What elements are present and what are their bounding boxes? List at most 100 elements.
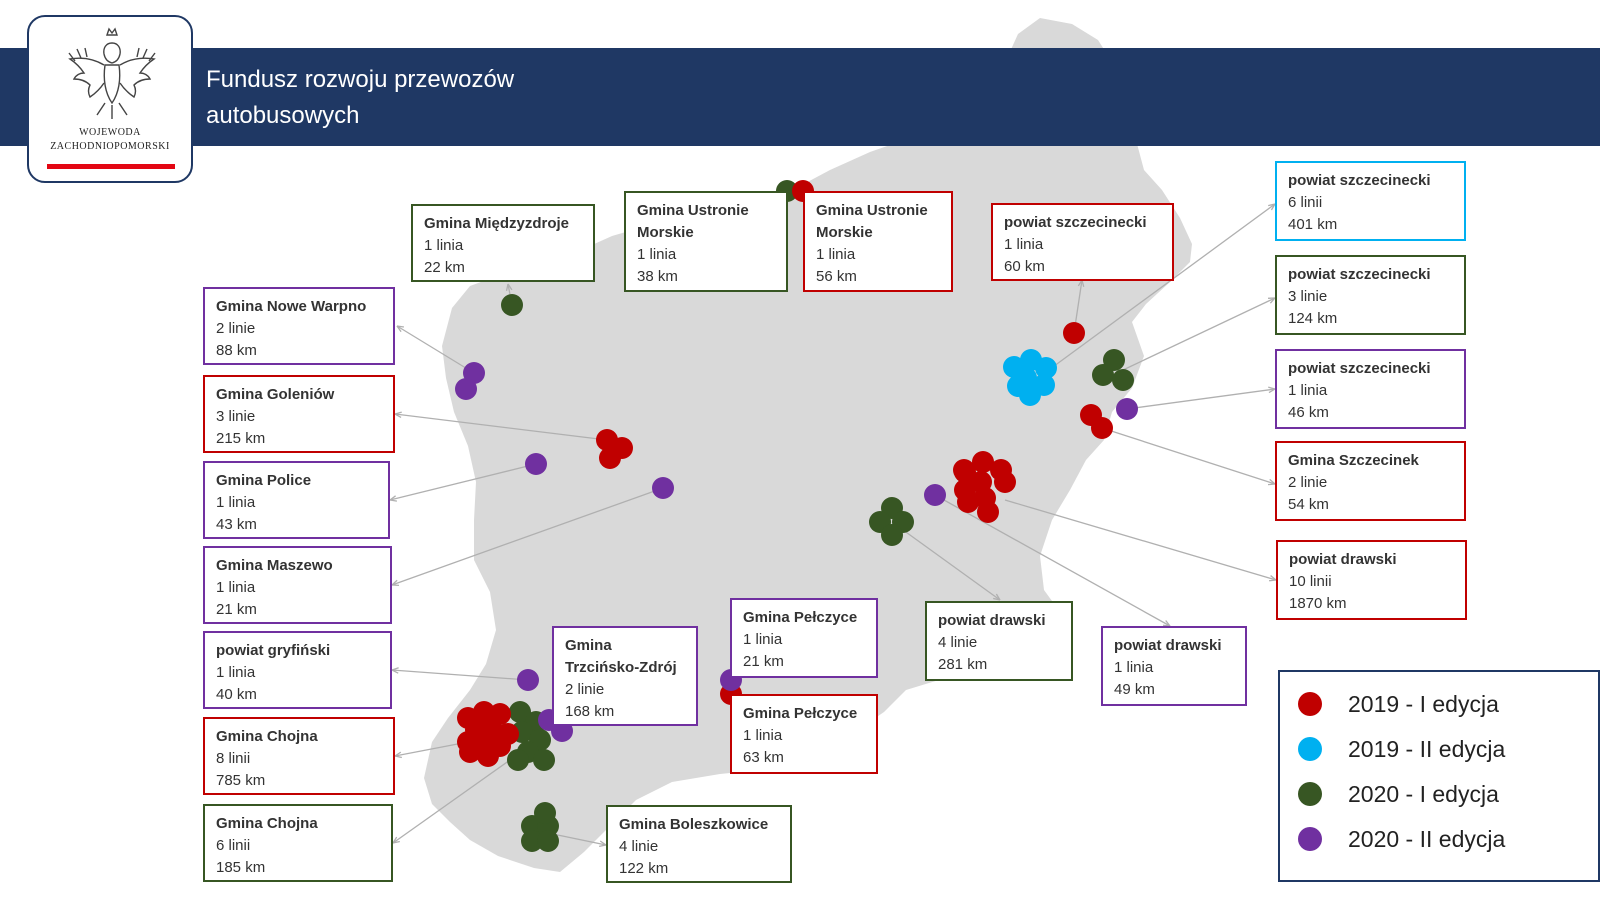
label-box-szczecinecki-blue: powiat szczecinecki 6 linii 401 km bbox=[1275, 161, 1466, 241]
label-box-drawski-red: powiat drawski 10 linii 1870 km bbox=[1276, 540, 1467, 620]
connector-arrowhead bbox=[1268, 203, 1276, 211]
connector-line bbox=[1126, 388, 1276, 410]
header-bar bbox=[0, 48, 1600, 146]
connector-arrowhead bbox=[1268, 386, 1276, 394]
marker-2019-ii bbox=[1019, 384, 1041, 406]
label-name: Gmina Ustronie Morskie bbox=[637, 202, 749, 241]
label-name: powiat drawski bbox=[938, 612, 1046, 629]
label-box-szczecinecki-green: powiat szczecinecki 3 linie 124 km bbox=[1275, 255, 1466, 335]
label-box-drawski-green: powiat drawski 4 linie 281 km bbox=[925, 601, 1073, 681]
connector-arrowhead bbox=[1268, 575, 1277, 582]
label-lines: 6 linii bbox=[216, 837, 251, 854]
label-name: powiat drawski bbox=[1114, 637, 1222, 654]
marker-2019-i bbox=[977, 501, 999, 523]
label-name: Gmina Ustronie Morskie bbox=[816, 202, 928, 241]
connector-line bbox=[394, 741, 469, 757]
logo-red-bar bbox=[47, 164, 175, 169]
label-box-police: Gmina Police 1 linia 43 km bbox=[203, 461, 390, 539]
voivode-logo: WOJEWODA ZACHODNIOPOMORSKI bbox=[27, 15, 193, 183]
label-box-miedzyzdroje: Gmina Międzyzdroje 1 linia 22 km bbox=[411, 204, 595, 282]
connector-lines bbox=[389, 203, 1277, 848]
label-lines: 1 linia bbox=[1004, 236, 1044, 253]
label-box-drawski-purple: powiat drawski 1 linia 49 km bbox=[1101, 626, 1247, 706]
label-km: 88 km bbox=[216, 342, 257, 359]
label-box-ustronie-2020: Gmina Ustronie Morskie 1 linia 38 km bbox=[624, 191, 788, 292]
label-lines: 4 linie bbox=[938, 634, 978, 651]
marker-2019-i bbox=[477, 745, 499, 767]
legend-dot-red bbox=[1298, 692, 1322, 716]
label-name: Gmina Trzcińsko-Zdrój bbox=[565, 637, 677, 676]
label-km: 46 km bbox=[1288, 404, 1329, 421]
connector-arrowhead bbox=[389, 495, 398, 502]
marker-2019-i bbox=[1063, 322, 1085, 344]
connector-arrowhead bbox=[1267, 297, 1276, 304]
connector-line bbox=[391, 669, 529, 681]
label-km: 1870 km bbox=[1289, 595, 1347, 612]
legend-label: 2019 - II edycja bbox=[1348, 735, 1506, 762]
label-km: 281 km bbox=[938, 656, 988, 673]
legend-label: 2020 - II edycja bbox=[1348, 825, 1506, 852]
label-box-pelczyce-red: Gmina Pełczyce 1 linia 63 km bbox=[730, 694, 878, 774]
marker-2020-ii bbox=[1116, 398, 1138, 420]
marker-2019-i bbox=[473, 701, 495, 723]
title-line-2: autobusowych bbox=[206, 102, 360, 129]
connector-line bbox=[1101, 427, 1276, 485]
marker-2019-i bbox=[957, 491, 979, 513]
label-name: powiat szczecinecki bbox=[1288, 172, 1431, 189]
connector-line bbox=[891, 521, 1001, 601]
marker-2020-ii bbox=[924, 484, 946, 506]
connector-arrowhead bbox=[391, 667, 399, 674]
label-name: powiat szczecinecki bbox=[1004, 214, 1147, 231]
label-lines: 1 linia bbox=[216, 579, 256, 596]
marker-2019-i bbox=[459, 741, 481, 763]
label-lines: 1 linia bbox=[216, 494, 256, 511]
marker-2019-ii bbox=[1035, 357, 1057, 379]
label-km: 22 km bbox=[424, 259, 465, 276]
label-box-gryfinski: powiat gryfiński 1 linia 40 km bbox=[203, 631, 392, 709]
label-name: Gmina Międzyzdroje bbox=[424, 215, 570, 232]
legend-dot-green bbox=[1298, 782, 1322, 806]
label-lines: 3 linie bbox=[216, 408, 256, 425]
connector-line bbox=[392, 759, 511, 844]
legend-item-2019-ii: 2019 - II edycja bbox=[1298, 734, 1505, 764]
connector-arrowhead bbox=[599, 840, 607, 848]
label-km: 40 km bbox=[216, 686, 257, 703]
legend: 2019 - I edycja 2019 - II edycja 2020 - … bbox=[1278, 670, 1600, 882]
label-box-chojna-red: Gmina Chojna 8 linii 785 km bbox=[203, 717, 395, 795]
connector-line bbox=[394, 413, 608, 441]
marker-2019-i bbox=[1091, 417, 1113, 439]
marker-2020-ii bbox=[525, 453, 547, 475]
marker-2020-i bbox=[533, 749, 555, 771]
label-lines: 1 linia bbox=[637, 246, 677, 263]
connector-arrowhead bbox=[391, 579, 400, 587]
legend-dot-blue bbox=[1298, 737, 1322, 761]
marker-2020-i bbox=[509, 701, 531, 723]
legend-label: 2019 - I edycja bbox=[1348, 690, 1499, 717]
marker-2020-i bbox=[507, 749, 529, 771]
marker-2020-i bbox=[537, 830, 559, 852]
label-lines: 1 linia bbox=[743, 631, 783, 648]
eagle-emblem-icon bbox=[68, 27, 156, 119]
label-lines: 2 linie bbox=[565, 681, 605, 698]
label-box-szczecinecki-purple: powiat szczecinecki 1 linia 46 km bbox=[1275, 349, 1466, 429]
marker-2020-i bbox=[534, 802, 556, 824]
marker-2020-i bbox=[881, 524, 903, 546]
label-box-pelczyce-purple: Gmina Pełczyce 1 linia 21 km bbox=[730, 598, 878, 678]
connector-line bbox=[389, 463, 537, 501]
connector-line bbox=[1004, 499, 1277, 581]
label-box-boleszkowice: Gmina Boleszkowice 4 linie 122 km bbox=[606, 805, 792, 883]
label-box-maszewo: Gmina Maszewo 1 linia 21 km bbox=[203, 546, 392, 624]
connector-line bbox=[547, 832, 607, 846]
label-km: 63 km bbox=[743, 749, 784, 766]
label-km: 38 km bbox=[637, 268, 678, 285]
label-name: Gmina Chojna bbox=[216, 815, 318, 832]
connector-line bbox=[1045, 203, 1276, 373]
connector-arrowhead bbox=[1267, 478, 1276, 486]
label-box-nowe-warpno: Gmina Nowe Warpno 2 linie 88 km bbox=[203, 287, 395, 365]
label-name: Gmina Police bbox=[216, 472, 312, 489]
label-km: 168 km bbox=[565, 703, 615, 720]
label-lines: 1 linia bbox=[1288, 382, 1328, 399]
label-name: Gmina Nowe Warpno bbox=[216, 298, 367, 315]
page-title: Fundusz rozwoju przewozów autobusowych bbox=[206, 62, 626, 134]
connector-line bbox=[391, 487, 664, 586]
